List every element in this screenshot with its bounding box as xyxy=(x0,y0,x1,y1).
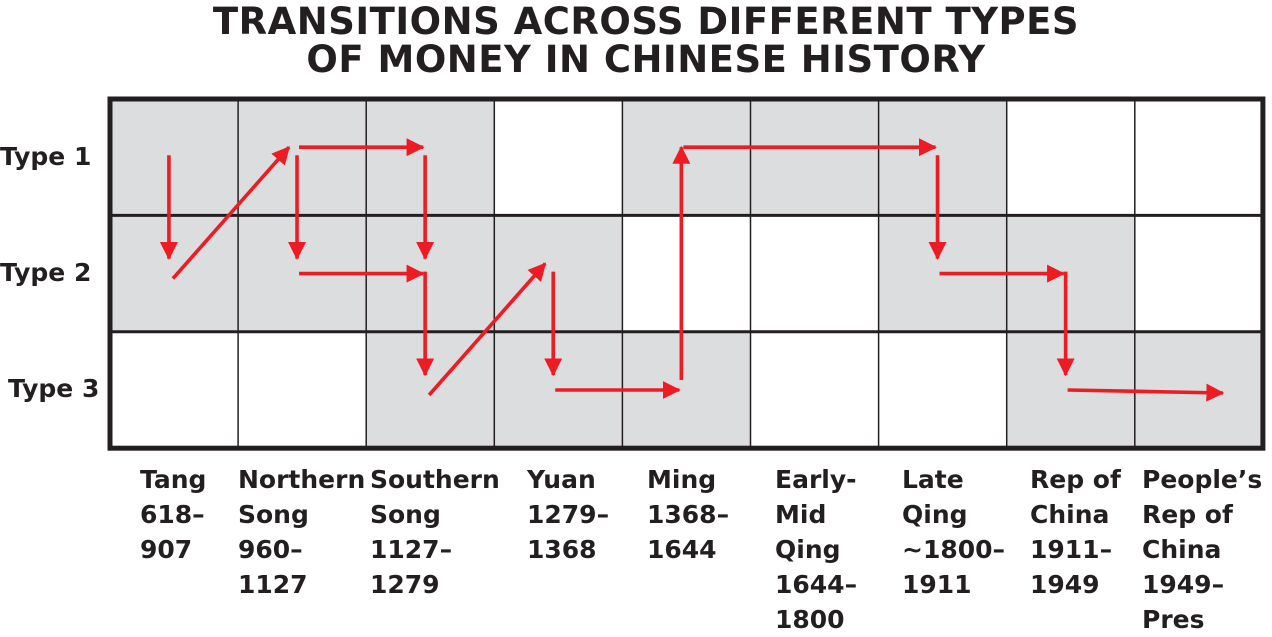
period-label-line: ~1800– xyxy=(902,535,1006,564)
period-label-line: 1127 xyxy=(238,570,308,599)
period-label-line: Pres xyxy=(1142,605,1205,634)
grid-cell-p3-type1 xyxy=(366,99,495,216)
period-label-3: Southern Song 1127– 1279 xyxy=(370,462,500,602)
period-label-5: Ming 1368– 1644 xyxy=(647,462,729,567)
period-label-line: Rep of xyxy=(1030,465,1121,494)
grid-cell-p9-type2 xyxy=(1134,215,1263,332)
grid-border xyxy=(107,96,1266,451)
grid-cell-p1-type3 xyxy=(110,331,239,449)
period-label-line: 1800 xyxy=(775,605,845,634)
period-label-8: Rep of China 1911– 1949 xyxy=(1030,462,1121,602)
period-label-line: 1368 xyxy=(527,535,597,564)
grid-cell-p2-type1 xyxy=(238,99,367,216)
grid-cell-p5-type1 xyxy=(622,99,751,216)
period-label-2: Northern Song 960– 1127 xyxy=(238,462,365,602)
period-label-line: Late xyxy=(902,465,964,494)
period-label-line: Early- xyxy=(775,465,857,494)
period-label-line: 1644– xyxy=(775,570,858,599)
period-label-line: Tang xyxy=(140,465,207,494)
grid-cell-p1-type2 xyxy=(110,215,239,332)
period-label-line: China xyxy=(1142,535,1222,564)
diagram-title-line-1: TRANSITIONS ACROSS DIFFERENT TYPES xyxy=(212,0,1080,43)
grid-cell-p7-type1 xyxy=(878,99,1007,216)
grid-cell-p8-type1 xyxy=(1006,99,1135,216)
period-label-line: 960– xyxy=(238,535,303,564)
grid-cell-p6-type2 xyxy=(750,215,879,332)
period-label-4: Yuan 1279– 1368 xyxy=(527,462,609,567)
period-label-line: 1949– xyxy=(1142,570,1225,599)
period-label-line: Northern xyxy=(238,465,366,494)
period-label-7: Late Qing ~1800– 1911 xyxy=(902,462,1005,602)
period-label-line: Qing xyxy=(775,535,841,564)
diagram-title-line-2: OF MONEY IN CHINESE HISTORY xyxy=(306,38,986,81)
period-label-line: 1644 xyxy=(647,535,717,564)
grid-cell-p4-type2 xyxy=(494,215,623,332)
period-label-line: 1279 xyxy=(370,570,440,599)
grid-cell-p3-type3 xyxy=(366,331,495,449)
grid-cell-p7-type3 xyxy=(878,331,1007,449)
transition-arrow-2 xyxy=(171,146,291,280)
grid-cell-p1-type1 xyxy=(110,99,239,216)
period-label-line: Song xyxy=(370,500,441,529)
period-label-line: 1949 xyxy=(1030,570,1100,599)
transition-arrow-16 xyxy=(1067,383,1225,402)
period-label-line: Southern xyxy=(370,465,500,494)
period-label-line: 618– xyxy=(140,500,205,529)
grid-cell-p9-type1 xyxy=(1134,99,1263,216)
period-label-line: Qing xyxy=(902,500,968,529)
grid-cell-p2-type3 xyxy=(238,331,367,449)
period-label-1: Tang 618– 907 xyxy=(140,462,206,567)
period-label-line: 1279– xyxy=(527,500,610,529)
grid-cell-p5-type2 xyxy=(622,215,751,332)
transition-arrow-8 xyxy=(427,262,547,397)
grid-cell-p6-type3 xyxy=(750,331,879,449)
row-label-type-1: Type 1 xyxy=(0,142,92,171)
row-label-type-3: Type 3 xyxy=(8,374,100,403)
grid-cell-p6-type1 xyxy=(750,99,879,216)
period-label-line: Yuan xyxy=(527,465,596,494)
period-label-line: 1368– xyxy=(647,500,730,529)
period-label-line: Mid xyxy=(775,500,827,529)
period-label-line: Song xyxy=(238,500,309,529)
period-label-line: 1911 xyxy=(902,570,972,599)
row-label-type-2: Type 2 xyxy=(0,258,92,287)
period-label-line: Rep of xyxy=(1142,500,1233,529)
period-label-line: 907 xyxy=(140,535,193,564)
period-label-line: People’s xyxy=(1142,465,1263,494)
period-label-line: Ming xyxy=(647,465,717,494)
grid-cell-p4-type1 xyxy=(494,99,623,216)
period-label-line: 1127– xyxy=(370,535,453,564)
period-label-line: China xyxy=(1030,500,1110,529)
period-label-9: People’s Rep of China 1949– Pres xyxy=(1142,462,1262,637)
period-label-6: Early- Mid Qing 1644– 1800 xyxy=(775,462,857,637)
period-label-line: 1911– xyxy=(1030,535,1113,564)
